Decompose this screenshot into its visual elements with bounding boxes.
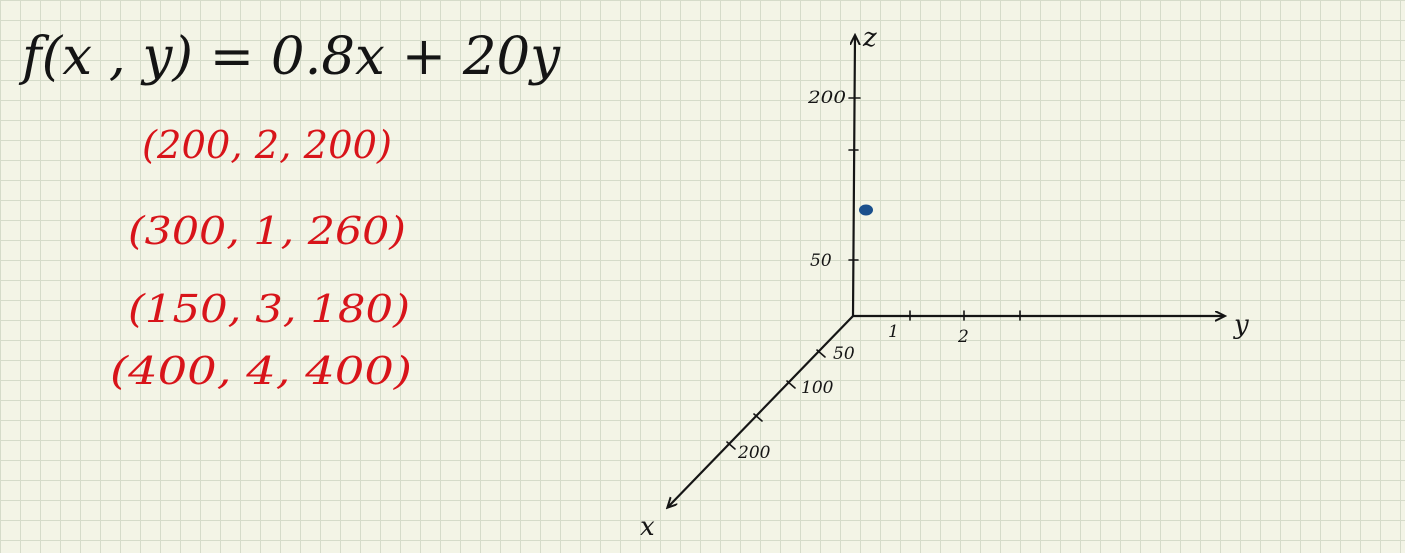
x-tick-label: 50 [833,344,855,364]
x-tick [816,349,826,358]
point-item: (300, 1, 260) [128,209,406,253]
y-tick-label: 2 [957,327,969,347]
point-list: (200, 2, 200) (300, 1, 260) (150, 3, 180… [110,123,412,393]
axes-3d: z y x 200 50 1 2 50 100 200 [640,23,1249,542]
y-tick-label: 1 [888,322,899,342]
point-item: (150, 3, 180) [128,287,410,331]
z-axis [853,36,855,318]
x-axis-label: x [640,512,655,542]
x-tick-label: 100 [801,378,834,398]
z-tick-label: 50 [810,251,832,271]
point-item: (200, 2, 200) [142,123,392,167]
plotted-point-dot [859,204,873,216]
equation-text: f(x , y) = 0.8x + 20y [18,27,561,87]
x-tick [726,441,736,450]
x-axis [668,314,855,507]
y-axis-label: y [1233,310,1249,340]
point-item: (400, 4, 400) [110,349,412,393]
z-tick-label: 200 [807,88,846,108]
x-tick [753,413,763,422]
x-tick-label: 200 [737,443,771,463]
z-axis-label: z [862,23,877,53]
x-tick [786,380,796,389]
